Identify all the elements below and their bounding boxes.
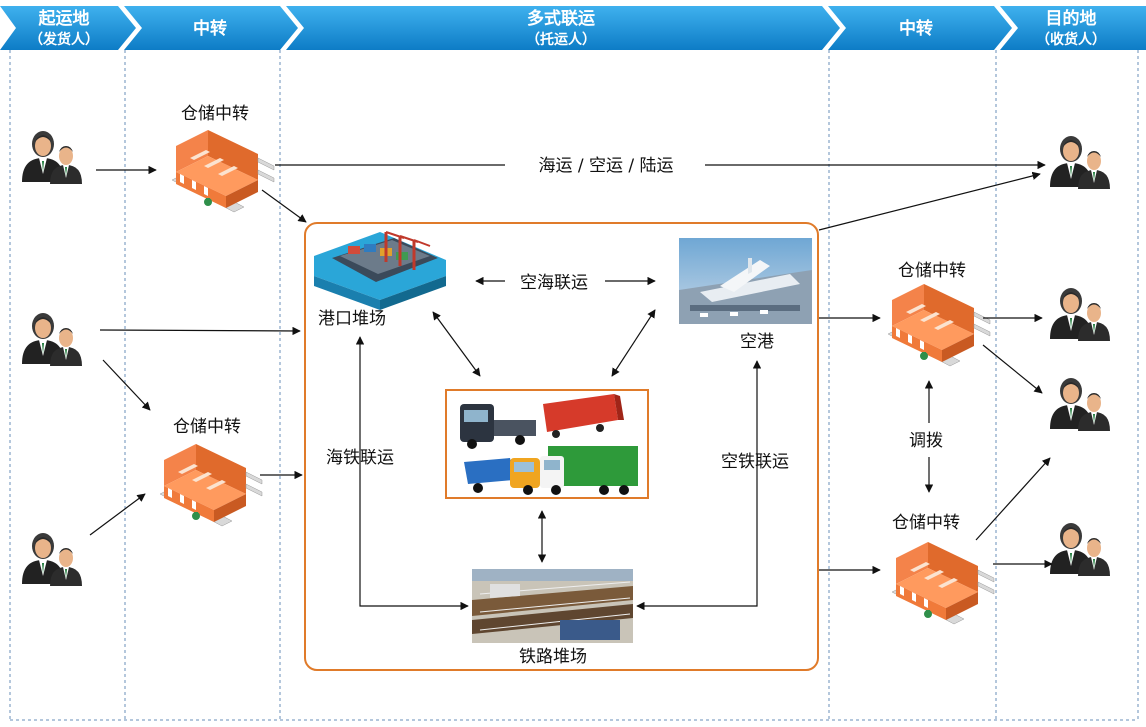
air-rail-intermodal-label: 空铁联运 (721, 452, 789, 472)
header-subtitle-destination: （收货人） (1036, 31, 1106, 48)
multimodal-hub-box (304, 222, 819, 671)
header-title-transfer-right: 中转 (899, 18, 933, 39)
port-yard-label: 港口堆场 (318, 309, 386, 329)
warehouse-top-left-icon (171, 129, 275, 213)
warehouse-mid-left-label: 仓储中转 (173, 417, 241, 437)
port-ship-icon (314, 231, 446, 310)
sea-air-land-label: 海运 / 空运 / 陆运 (538, 156, 673, 176)
trucks-icon (460, 394, 638, 495)
header-title-transfer-left: 中转 (193, 18, 227, 39)
rail-yard-icon (472, 569, 633, 643)
dispatch-label: 调拨 (909, 431, 943, 451)
shipper-1-businessman-icon (22, 131, 82, 184)
header-title-origin: 起运地 (38, 8, 90, 29)
consignee-3-businessman-icon (1050, 378, 1110, 431)
warehouse-top-left-label: 仓储中转 (181, 104, 249, 124)
warehouse-right-top-icon (887, 283, 991, 367)
header-stage-transfer-right (828, 6, 1012, 50)
air-sea-intermodal-label: 空海联运 (520, 273, 588, 293)
warehouse-right-top-label: 仓储中转 (898, 261, 966, 281)
airport-icon (679, 238, 812, 324)
header-stage-origin (0, 6, 136, 50)
column-dividers (9, 50, 1139, 721)
header-subtitle-origin: （发货人） (29, 31, 99, 48)
shipper-3-businessman-icon (22, 533, 82, 586)
header-stage-multimodal (286, 6, 840, 50)
header-title-destination: 目的地 (1046, 8, 1097, 29)
consignee-1-businessman-icon (1050, 136, 1110, 189)
header-stage-destination (1000, 6, 1146, 50)
header-stage-transfer-left (124, 6, 298, 50)
header-bar: 起运地 （发货人） 中转 多式联运 （托运人） 中转 目的地 （收货人） (0, 6, 1146, 50)
consignee-2-businessman-icon (1050, 288, 1110, 341)
header-title-multimodal: 多式联运 (527, 8, 595, 29)
header-subtitle-multimodal: （托运人） (526, 31, 596, 48)
warehouse-mid-left-icon (159, 443, 263, 527)
airport-label: 空港 (740, 332, 774, 352)
flow-arrows (89, 160, 1053, 611)
consignee-4-businessman-icon (1050, 523, 1110, 576)
warehouse-right-bottom-icon (891, 541, 995, 625)
warehouse-right-bottom-label: 仓储中转 (892, 513, 960, 533)
rail-yard-label: 铁路堆场 (519, 647, 587, 667)
shipper-2-businessman-icon (22, 313, 82, 366)
